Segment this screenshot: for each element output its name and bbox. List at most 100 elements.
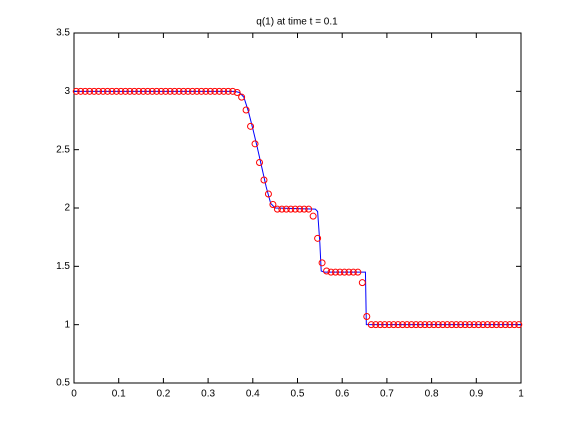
data-point bbox=[488, 321, 496, 329]
data-point bbox=[95, 87, 103, 95]
data-point bbox=[515, 321, 523, 329]
data-point bbox=[340, 268, 348, 276]
data-point bbox=[363, 313, 371, 320]
data-point bbox=[430, 321, 438, 329]
data-point bbox=[483, 321, 491, 329]
data-point bbox=[314, 234, 322, 242]
data-point bbox=[184, 87, 192, 95]
y-tick-label: 2.5 bbox=[56, 144, 70, 155]
data-point bbox=[466, 321, 474, 329]
x-tick-label: 0 bbox=[71, 389, 77, 400]
data-point bbox=[278, 205, 286, 213]
data-point bbox=[372, 321, 380, 329]
data-point bbox=[175, 87, 183, 95]
data-point bbox=[162, 87, 170, 95]
data-point bbox=[251, 140, 259, 148]
data-point bbox=[425, 321, 433, 329]
data-point bbox=[291, 205, 299, 213]
data-point bbox=[229, 87, 237, 95]
data-point bbox=[492, 321, 500, 329]
data-point bbox=[197, 87, 205, 95]
data-point bbox=[434, 321, 442, 329]
data-point bbox=[318, 259, 326, 267]
data-point bbox=[461, 321, 469, 329]
data-point bbox=[90, 87, 98, 95]
data-point bbox=[336, 268, 344, 276]
data-point bbox=[323, 267, 331, 275]
y-tick-label: 3 bbox=[64, 86, 70, 97]
line bbox=[74, 90, 521, 326]
data-point bbox=[421, 321, 429, 329]
data-point bbox=[148, 87, 156, 95]
x-tick-label: 0.7 bbox=[380, 389, 394, 400]
data-point bbox=[412, 321, 420, 329]
data-point bbox=[331, 268, 339, 276]
data-point bbox=[256, 159, 264, 166]
data-point bbox=[390, 321, 398, 329]
data-point bbox=[470, 321, 478, 329]
data-point bbox=[242, 106, 250, 114]
data-point bbox=[126, 87, 134, 95]
x-tick-label: 1 bbox=[518, 389, 524, 400]
data-point bbox=[287, 205, 295, 213]
data-point bbox=[385, 321, 393, 329]
data-point bbox=[381, 321, 389, 329]
data-point bbox=[439, 321, 447, 329]
data-point bbox=[86, 87, 94, 95]
data-point bbox=[130, 87, 138, 95]
data-point bbox=[220, 87, 228, 95]
data-point bbox=[193, 87, 201, 95]
data-point bbox=[448, 321, 456, 329]
y-tick-label: 3.5 bbox=[56, 28, 70, 39]
data-point bbox=[403, 321, 411, 329]
y-tick-label: 2 bbox=[64, 203, 70, 214]
data-point bbox=[327, 268, 335, 276]
data-point bbox=[139, 87, 147, 95]
data-point bbox=[399, 321, 407, 329]
data-point bbox=[475, 321, 483, 329]
x-tick-label: 0.9 bbox=[469, 389, 483, 400]
data-point bbox=[296, 205, 304, 213]
data-point bbox=[112, 87, 120, 95]
data-point bbox=[479, 321, 487, 329]
y-tick-label: 1 bbox=[64, 319, 70, 330]
data-point bbox=[416, 321, 424, 329]
data-point bbox=[72, 87, 80, 95]
chart-title: q(1) at time t = 0.1 bbox=[256, 17, 338, 28]
data-point bbox=[99, 87, 107, 95]
data-point bbox=[443, 321, 451, 329]
data-point bbox=[135, 87, 143, 95]
data-point bbox=[305, 205, 313, 213]
data-point bbox=[180, 87, 188, 95]
data-point bbox=[260, 176, 268, 184]
data-point bbox=[452, 321, 460, 329]
data-point bbox=[117, 87, 125, 95]
data-point bbox=[367, 321, 375, 329]
data-point bbox=[121, 87, 129, 95]
data-point bbox=[206, 87, 214, 95]
data-point bbox=[81, 87, 89, 95]
y-tick-label: 0.5 bbox=[56, 378, 70, 389]
data-point bbox=[376, 321, 384, 329]
data-point bbox=[394, 321, 402, 329]
data-point bbox=[144, 87, 152, 95]
data-point bbox=[153, 87, 161, 95]
data-point bbox=[510, 321, 518, 329]
data-point bbox=[247, 122, 255, 130]
data-point bbox=[309, 212, 317, 220]
data-point bbox=[358, 279, 366, 287]
data-point bbox=[211, 87, 219, 95]
x-tick-label: 0.4 bbox=[246, 389, 260, 400]
x-tick-label: 0.3 bbox=[201, 389, 215, 400]
data-point bbox=[300, 205, 308, 213]
data-point bbox=[345, 268, 353, 276]
data-point bbox=[166, 87, 174, 95]
data-point bbox=[501, 321, 509, 329]
data-point bbox=[282, 205, 290, 213]
data-point bbox=[269, 201, 277, 208]
data-point bbox=[497, 321, 505, 329]
data-point bbox=[188, 87, 196, 95]
data-point bbox=[238, 93, 246, 101]
data-point bbox=[215, 87, 223, 95]
